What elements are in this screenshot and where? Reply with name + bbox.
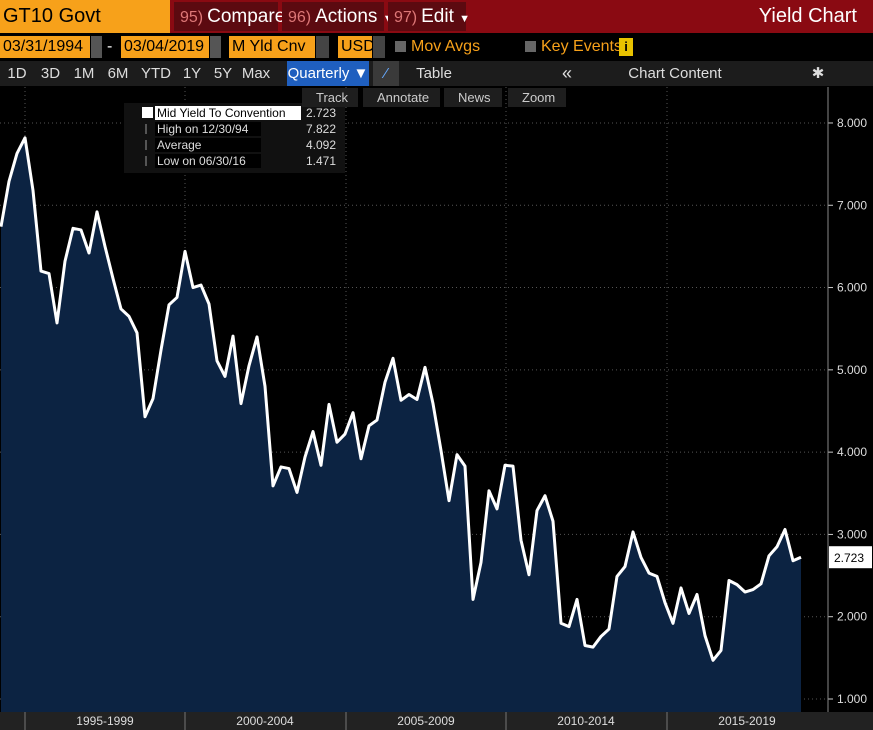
y-tick-label: 7.000 (837, 198, 867, 212)
start-date[interactable]: 03/31/1994 (0, 36, 90, 58)
menu-label: Compare (207, 6, 286, 27)
last-value: 2.723 (834, 551, 864, 565)
chart-icon[interactable]: ⁄ (373, 61, 399, 86)
menu-num: 96) (288, 9, 312, 26)
tool-button[interactable]: Annotate (363, 88, 440, 107)
table-button[interactable]: Table (416, 65, 452, 82)
tool-button[interactable]: Track (302, 88, 358, 107)
period-button[interactable]: 3D (40, 65, 61, 82)
calendar-icon[interactable] (91, 36, 102, 58)
legend-swatch (142, 107, 153, 118)
dropdown-arrow: ▼ (459, 13, 471, 25)
key-events-label: Key Events (541, 38, 622, 55)
period-button[interactable]: YTD (141, 65, 171, 82)
ticker[interactable]: GT10 Govt (0, 0, 170, 33)
menu-compare[interactable]: 95) Compare (174, 2, 285, 31)
stat-value: 7.822 (306, 122, 336, 136)
info-icon[interactable]: i (619, 38, 633, 56)
x-tick-label: 2015-2019 (718, 714, 776, 728)
tool-button[interactable]: News (444, 88, 502, 107)
line (0, 136, 802, 662)
chart-content-button[interactable]: Chart Content (628, 65, 722, 82)
stat-label: Low on 06/30/16 (157, 154, 246, 168)
x-axis-bar (0, 712, 873, 730)
x-tick-label: 1995-1999 (76, 714, 134, 728)
period-button[interactable]: 6M (107, 65, 129, 82)
chart: 1.000 2.000 3.000 4.000 5.000 6.000 7.000 8.000… (0, 87, 873, 730)
end-date[interactable]: 03/04/2019 (121, 36, 209, 58)
menu-label: Actions (315, 6, 378, 27)
dropdown[interactable] (316, 36, 329, 58)
legend-bg (155, 138, 261, 152)
axis-panel (828, 87, 873, 730)
stat-label: Average (157, 138, 202, 152)
y-tick-label: 8.000 (837, 116, 867, 130)
y-tick-label: 1.000 (837, 692, 867, 706)
mov-avgs-label: Mov Avgs (411, 38, 481, 55)
last-value-box (829, 546, 872, 569)
y-tick-label: 2.000 (837, 610, 867, 624)
menu-edit[interactable]: 97) Edit ▼ (388, 2, 470, 31)
legend-value: 2.723 (306, 106, 336, 120)
field-select[interactable]: M Yld Cnv (229, 36, 315, 58)
calendar-icon[interactable] (210, 36, 221, 58)
page-title: Yield Chart (758, 5, 857, 27)
x-tick-label: 2000-2004 (236, 714, 294, 728)
menu-actions[interactable]: 96)Actions ▼ (282, 2, 394, 31)
frequency-select[interactable]: Quarterly ▼ (287, 61, 369, 86)
x-tick-label: 2010-2014 (557, 714, 615, 728)
checkbox[interactable] (395, 41, 406, 52)
checkbox[interactable] (525, 41, 536, 52)
menu-num: 97) (394, 9, 418, 26)
stat-value: 1.471 (306, 154, 336, 168)
frequency: Quarterly (287, 65, 350, 82)
y-tick-label: 6.000 (837, 281, 867, 295)
currency-select[interactable]: USD (338, 36, 375, 58)
dropdown[interactable] (373, 36, 385, 58)
tool-button[interactable]: Zoom (508, 88, 566, 107)
y-tick-label: 5.000 (837, 363, 867, 377)
period-button[interactable]: Max (241, 65, 271, 82)
period-button[interactable]: 1D (7, 65, 27, 82)
legend-bg (155, 106, 301, 120)
area (1, 137, 801, 713)
legend-name: Mid Yield To Convention (157, 106, 286, 120)
period-bar (0, 61, 873, 86)
period-button[interactable]: 1M (73, 65, 95, 82)
period-button[interactable]: 5Y (213, 65, 233, 82)
stat-label: High on 12/30/94 (157, 122, 249, 136)
x-tick-label: 2005-2009 (397, 714, 455, 728)
menu-num: 95) (180, 9, 204, 26)
date-separator: - (107, 38, 113, 55)
menu-label: Edit (421, 6, 454, 27)
y-tick-label: 3.000 (837, 527, 867, 541)
stat-value: 4.092 (306, 138, 336, 152)
collapse-button[interactable]: « (561, 63, 572, 83)
legend-bg (155, 122, 261, 136)
period-button[interactable]: 1Y (182, 65, 202, 82)
settings-icon[interactable]: ✱ (811, 65, 825, 82)
legend-bg (155, 154, 261, 168)
y-tick-label: 4.000 (837, 445, 867, 459)
